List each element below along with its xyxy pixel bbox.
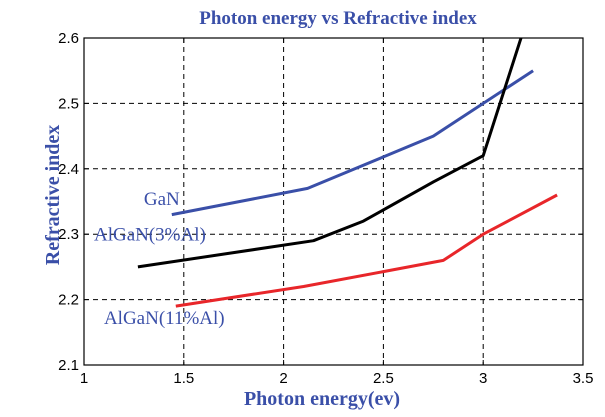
x-tick-label: 3.5 [573, 370, 594, 387]
x-tick-label: 2 [279, 370, 287, 387]
y-tick-label: 2.6 [58, 30, 79, 47]
series-line-3 [175, 193, 558, 308]
series-annotation: GaN [144, 189, 180, 210]
series-annotation: AlGaN(11%Al) [104, 308, 225, 329]
x-tick-label: 1 [80, 370, 88, 387]
series-line-2 [137, 38, 523, 269]
x-tick-label: 3 [479, 370, 487, 387]
y-tick-label: 2.5 [58, 95, 79, 112]
plot-area: 1 1.5 2 2.5 3 3.5 2.1 2.2 2.3 2.4 2.5 2.6 GaN AlGaN(3… [58, 30, 593, 387]
y-tick-label: 2.4 [58, 161, 79, 178]
y-tick-label: 2.3 [58, 226, 79, 243]
x-axis-label: Photon energy(ev) [244, 388, 400, 410]
series-annotation: AlGaN(3%Al) [94, 225, 206, 246]
series-line-1 [171, 69, 534, 217]
plot-frame [83, 37, 584, 366]
y-tick-label: 2.1 [58, 357, 79, 374]
y-axis-label: Refractive index [42, 125, 64, 266]
x-tick-label: 2.5 [373, 370, 394, 387]
y-tick-label: 2.2 [58, 292, 79, 309]
chart-title: Photon energy vs Refractive index [199, 8, 477, 29]
x-tick-label: 1.5 [173, 370, 194, 387]
